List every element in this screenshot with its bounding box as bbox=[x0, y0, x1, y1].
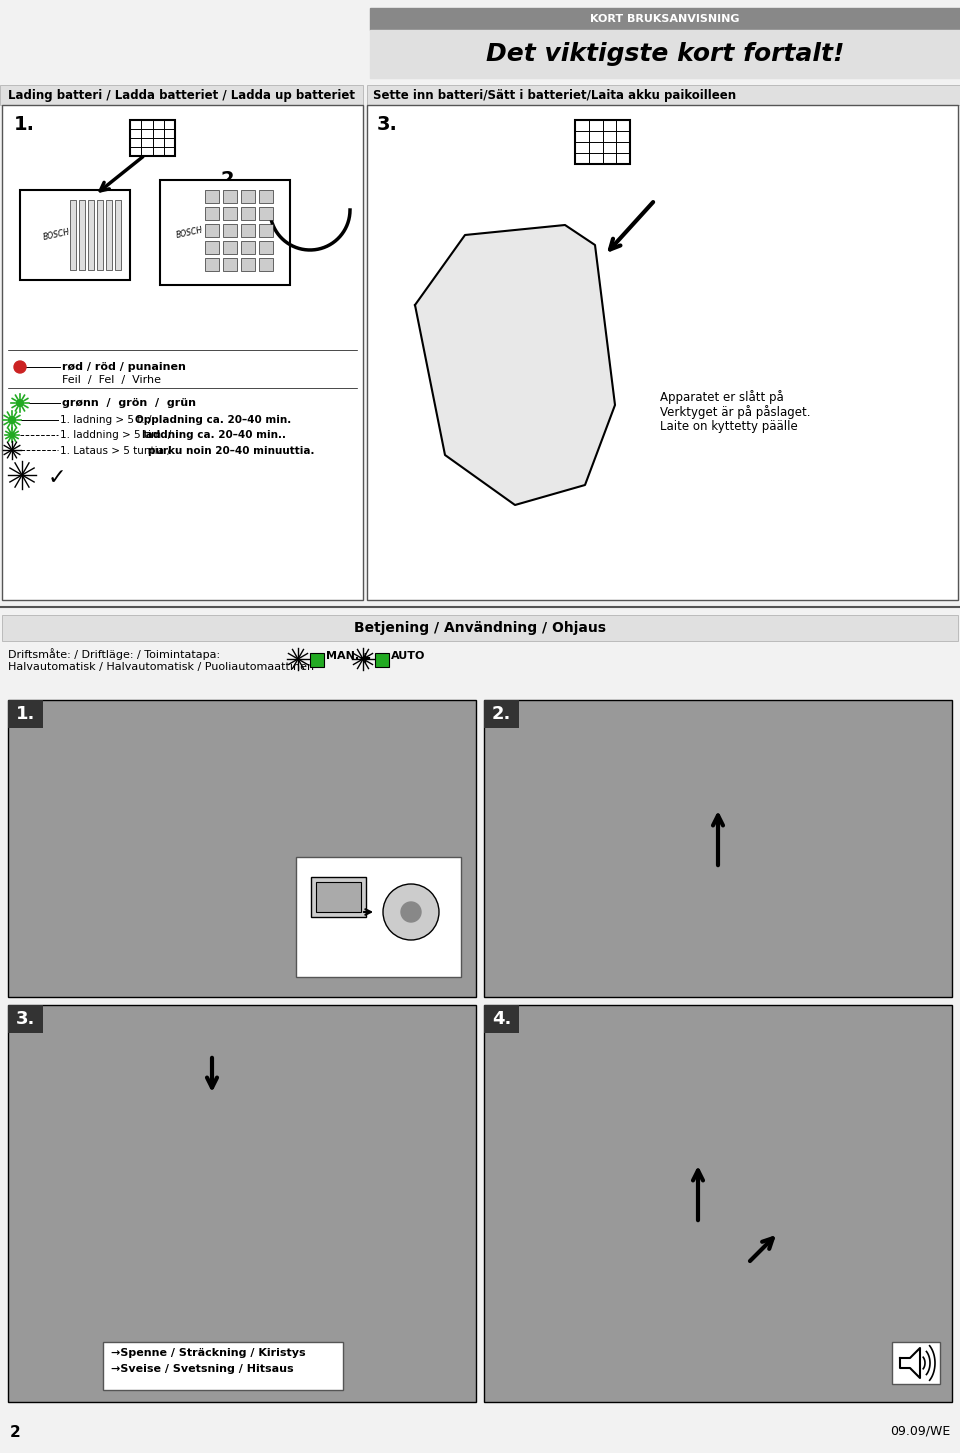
Bar bbox=[130, 121, 175, 155]
Text: BOSCH: BOSCH bbox=[175, 225, 204, 240]
Bar bbox=[114, 201, 121, 270]
Bar bbox=[2, 615, 958, 641]
Bar bbox=[367, 84, 960, 105]
Text: Verktyget är på påslaget.: Verktyget är på påslaget. bbox=[660, 405, 810, 418]
Text: Feil  /  Fel  /  Virhe: Feil / Fel / Virhe bbox=[62, 375, 161, 385]
Bar bbox=[205, 224, 219, 237]
Bar bbox=[223, 241, 237, 254]
Text: +: + bbox=[358, 651, 371, 665]
Bar bbox=[103, 1343, 343, 1391]
Bar bbox=[97, 201, 103, 270]
Bar bbox=[375, 652, 389, 667]
Text: purku noin 20–40 minuuttia.: purku noin 20–40 minuuttia. bbox=[148, 446, 315, 456]
Bar bbox=[484, 1005, 952, 1402]
Circle shape bbox=[14, 360, 26, 373]
Text: 4.: 4. bbox=[492, 1010, 512, 1029]
Bar bbox=[370, 9, 960, 31]
Bar bbox=[241, 241, 255, 254]
Bar bbox=[20, 190, 130, 280]
Bar bbox=[259, 190, 273, 203]
Bar bbox=[484, 700, 519, 728]
Bar bbox=[311, 878, 366, 917]
Text: 09.09/WE: 09.09/WE bbox=[890, 1425, 950, 1438]
Polygon shape bbox=[415, 225, 615, 506]
Bar bbox=[79, 201, 84, 270]
Bar bbox=[259, 259, 273, 272]
Bar bbox=[575, 121, 630, 164]
Bar bbox=[484, 700, 952, 997]
Text: Driftsmåte: / Driftläge: / Toimintatapa:: Driftsmåte: / Driftläge: / Toimintatapa: bbox=[8, 648, 220, 660]
Text: rød / röd / punainen: rød / röd / punainen bbox=[62, 362, 186, 372]
Text: 1. ladning > 5 t. /: 1. ladning > 5 t. / bbox=[60, 416, 155, 424]
Text: Det viktigste kort fortalt!: Det viktigste kort fortalt! bbox=[486, 42, 844, 65]
Bar bbox=[8, 700, 43, 728]
Text: Betjening / Användning / Ohjaus: Betjening / Användning / Ohjaus bbox=[354, 620, 606, 635]
Text: Laite on kyttetty päälle: Laite on kyttetty päälle bbox=[660, 420, 798, 433]
Bar bbox=[8, 1005, 43, 1033]
Text: grønn  /  grön  /  grün: grønn / grön / grün bbox=[62, 398, 196, 408]
Text: Halvautomatisk / Halvautomatisk / Puoliautomaattinen: Halvautomatisk / Halvautomatisk / Puolia… bbox=[8, 663, 314, 671]
Text: ✓: ✓ bbox=[48, 468, 66, 488]
Text: Lading batteri / Ladda batteriet / Ladda up batteriet: Lading batteri / Ladda batteriet / Ladda… bbox=[8, 89, 355, 102]
Bar bbox=[87, 201, 93, 270]
Text: 1. laddning > 5 tim. /: 1. laddning > 5 tim. / bbox=[60, 430, 175, 440]
Bar bbox=[367, 105, 958, 600]
Text: Oppladning ca. 20–40 min.: Oppladning ca. 20–40 min. bbox=[135, 416, 291, 424]
Bar bbox=[160, 180, 290, 285]
Bar bbox=[241, 259, 255, 272]
Bar bbox=[259, 224, 273, 237]
Bar bbox=[69, 201, 76, 270]
Bar bbox=[205, 206, 219, 219]
Bar bbox=[484, 1005, 519, 1033]
Text: 2.: 2. bbox=[220, 170, 241, 189]
Bar bbox=[370, 31, 960, 78]
Bar bbox=[223, 259, 237, 272]
Bar bbox=[205, 259, 219, 272]
Bar bbox=[316, 882, 361, 912]
Bar bbox=[0, 84, 363, 105]
Bar bbox=[241, 190, 255, 203]
Bar bbox=[223, 206, 237, 219]
Text: MAN.: MAN. bbox=[326, 651, 359, 661]
Text: laddning ca. 20–40 min..: laddning ca. 20–40 min.. bbox=[142, 430, 286, 440]
Text: Sette inn batteri/Sätt i batteriet/Laita akku paikoilleen: Sette inn batteri/Sätt i batteriet/Laita… bbox=[373, 89, 736, 102]
Text: 1.: 1. bbox=[14, 115, 35, 134]
Text: 1. Lataus > 5 tuntia /: 1. Lataus > 5 tuntia / bbox=[60, 446, 174, 456]
Circle shape bbox=[10, 432, 14, 437]
Bar bbox=[241, 224, 255, 237]
Bar bbox=[223, 224, 237, 237]
Text: 3.: 3. bbox=[16, 1010, 36, 1029]
Bar bbox=[205, 190, 219, 203]
Bar bbox=[8, 700, 476, 997]
Bar bbox=[106, 201, 111, 270]
Text: Apparatet er slått på: Apparatet er slått på bbox=[660, 389, 783, 404]
Circle shape bbox=[16, 400, 24, 407]
Bar bbox=[259, 206, 273, 219]
Text: 1.: 1. bbox=[16, 705, 36, 724]
Bar bbox=[241, 206, 255, 219]
Text: →Spenne / Sträckning / Kiristys: →Spenne / Sträckning / Kiristys bbox=[111, 1348, 305, 1359]
Text: AUTO: AUTO bbox=[391, 651, 425, 661]
Bar bbox=[223, 190, 237, 203]
Bar bbox=[296, 857, 461, 976]
Text: 3.: 3. bbox=[377, 115, 397, 134]
Bar bbox=[205, 241, 219, 254]
Circle shape bbox=[383, 883, 439, 940]
Text: →Sveise / Svetsning / Hitsaus: →Sveise / Svetsning / Hitsaus bbox=[111, 1364, 294, 1375]
Text: 2: 2 bbox=[10, 1425, 21, 1440]
Bar bbox=[259, 241, 273, 254]
Circle shape bbox=[401, 902, 421, 923]
Text: 2.: 2. bbox=[492, 705, 512, 724]
Bar bbox=[2, 105, 363, 600]
Circle shape bbox=[9, 417, 15, 424]
Text: BOSCH: BOSCH bbox=[42, 228, 70, 243]
Bar bbox=[892, 1343, 940, 1385]
Bar bbox=[8, 1005, 476, 1402]
Text: KORT BRUKSANVISNING: KORT BRUKSANVISNING bbox=[590, 15, 740, 25]
Bar bbox=[310, 652, 324, 667]
